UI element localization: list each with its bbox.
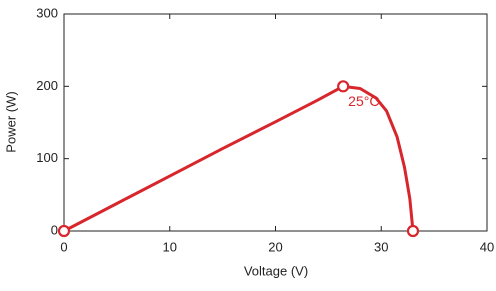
x-tick-label: 40: [480, 239, 494, 254]
y-axis-label: Power (W): [3, 91, 18, 152]
y-tick-label: 300: [36, 5, 58, 20]
point-marker: [57, 224, 71, 238]
y-tick-label: 200: [36, 78, 58, 93]
annotation: 25°C: [348, 93, 379, 109]
y-tick-label: 0: [51, 222, 58, 237]
x-tick-label: 20: [268, 239, 282, 254]
y-tick-label: 100: [36, 150, 58, 165]
point-marker: [406, 224, 420, 238]
power-curve: [63, 84, 415, 233]
x-axis-label: Voltage (V): [244, 263, 308, 278]
point-marker: [337, 80, 350, 93]
x-tick-label: 10: [163, 239, 177, 254]
x-tick-label: 30: [374, 239, 388, 254]
x-tick-label: 0: [60, 239, 67, 254]
